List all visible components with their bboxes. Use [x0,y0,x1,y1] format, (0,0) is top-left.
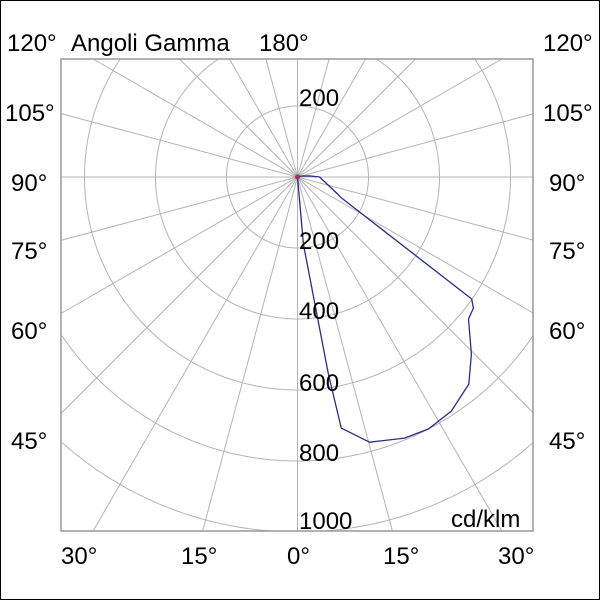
grid-spoke [228,58,298,178]
grid-spoke [297,58,416,178]
grid-spoke [60,113,298,178]
angle-label-bottom: 30° [61,543,97,570]
grid-spoke [60,176,298,314]
grid-spoke [297,176,503,532]
angle-label-left: 105° [5,100,55,127]
angle-label-right: 45° [549,428,585,455]
angle-label-right: 75° [549,238,585,265]
plot-frame [60,58,534,532]
radial-tick: 400 [299,298,339,325]
radial-tick: 600 [299,370,339,397]
grid-spoke [297,176,534,241]
grid-spoke [297,113,534,178]
angle-label-bottom: 15° [383,543,419,570]
angle-label-right: 90° [549,170,585,197]
unit-label: cd/klm [451,506,520,533]
center-point [295,174,300,180]
grid-spoke [297,176,534,314]
grid-circle [84,59,511,391]
grid-spoke [60,176,298,414]
grid-spoke [297,58,330,178]
angle-label-right: 105° [543,100,593,127]
angle-label-left: 75° [11,238,47,265]
radial-tick-up: 200 [299,85,339,112]
grid-spoke [60,176,298,241]
grid-spoke [179,58,298,178]
grid-circle [155,58,440,320]
grid-spoke [265,58,298,178]
angle-label-top-left: 120° [7,30,57,57]
grid-spoke [297,176,393,532]
grid-circle [61,442,534,532]
angle-label-left: 45° [11,428,47,455]
angle-label-top-right: 120° [543,30,593,57]
chart-title: Angoli Gamma [71,30,230,57]
angle-label-top-center: 180° [259,30,309,57]
angle-label-right: 60° [549,318,585,345]
grid-spoke [297,176,534,413]
angle-label-bottom: 15° [181,543,217,570]
radial-tick: 800 [299,440,339,467]
grid-spoke [92,58,298,178]
angle-label-bottom: 0° [287,543,310,570]
angle-label-bottom: 30° [498,543,534,570]
grid-spoke [92,176,298,532]
angle-label-left: 90° [11,170,47,197]
grid [60,58,534,532]
radial-tick: 200 [299,228,339,255]
grid-spoke [297,58,367,178]
radial-tick: 1000 [299,508,352,535]
grid-spoke [202,176,298,532]
angle-label-left: 60° [11,318,47,345]
intensity-curve [296,175,475,443]
grid-spoke [297,58,503,178]
